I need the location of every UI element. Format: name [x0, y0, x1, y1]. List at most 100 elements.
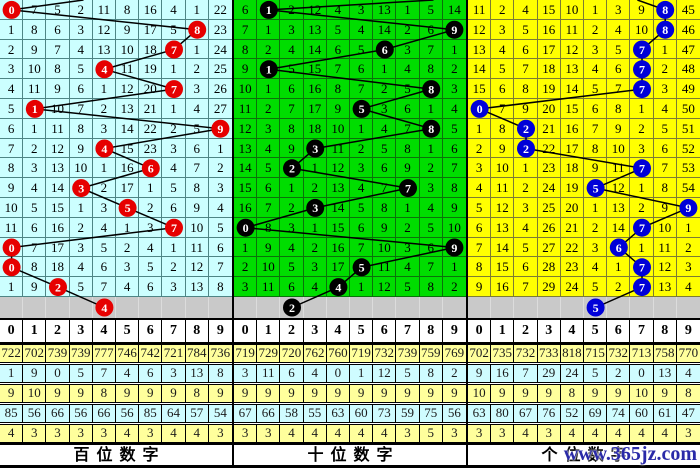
grid-cell: 13: [92, 39, 116, 60]
stat-cell: 9: [420, 385, 443, 402]
stat-cell: 3: [70, 425, 93, 442]
grid-cell: 4: [257, 138, 281, 159]
stat-cell: 67: [514, 405, 538, 422]
grid-cell: 9: [280, 138, 304, 159]
grid-cell: 3: [396, 237, 420, 258]
stat-cell: 4: [584, 425, 608, 442]
grid-cell: 14: [442, 0, 466, 20]
grid-cell: 22: [208, 0, 232, 20]
grid-cell: 3: [442, 79, 466, 99]
grid-cell: 22: [560, 237, 584, 258]
grid-cell: 4: [208, 198, 232, 218]
grid-cell: 4: [92, 59, 116, 80]
stat-cell: 9: [514, 385, 538, 402]
stat-cell: 9: [257, 385, 281, 402]
stat-cell: 746: [116, 345, 140, 362]
grid-cell: 7: [630, 277, 654, 297]
stat-cell: 56: [23, 405, 47, 422]
grid-cell: 6: [468, 217, 492, 238]
grid-cell: 3: [162, 138, 186, 159]
grid-cell: 5: [69, 59, 93, 80]
digit-grid: 11 2 4 15 10 1 3 9 8 45 12 3 5 16 11 2 4 10 8 46 13 4 6 17 12 3 5 7…: [468, 0, 700, 297]
grid-cell: 16: [303, 79, 327, 99]
grid-cell: 2: [23, 138, 47, 159]
grid-cell: 22: [537, 138, 561, 159]
grid-cell: 5: [584, 277, 608, 297]
pending-cell: [373, 297, 397, 318]
grid-cell: 20: [560, 197, 584, 218]
stat-cell: 73: [373, 405, 397, 422]
grid-cell: 14: [491, 237, 515, 258]
grid-cell: 21: [560, 217, 584, 238]
grid-cell: 4: [326, 0, 350, 20]
stat-cell: 8: [186, 385, 209, 402]
grid-cell: 8: [419, 277, 443, 297]
grid-cell: 7: [162, 217, 186, 238]
grid-cell: 8: [185, 178, 209, 198]
grid-cell: 5: [69, 277, 93, 297]
grid-cell: 11: [491, 178, 515, 198]
stat-cell: 9: [468, 365, 492, 382]
digit-header-cell: 4: [93, 320, 116, 342]
grid-cell: 1: [280, 178, 304, 198]
grid-cell: 1: [584, 197, 608, 218]
stat-cell: 4: [0, 425, 24, 442]
stat-cell: 60: [350, 405, 374, 422]
grid-cell: 15: [537, 0, 561, 20]
grid-cell: 19: [560, 178, 584, 198]
grid-cell: 12: [607, 178, 631, 198]
digit-header-cell: 3: [538, 320, 561, 342]
grid-cell: 16: [46, 217, 70, 238]
grid-cell: 0: [0, 257, 24, 278]
grid-cell: 2: [491, 0, 515, 20]
grid-cell: 4: [92, 138, 116, 159]
pending-cell: [70, 297, 93, 318]
grid-cell: 1: [630, 178, 654, 198]
grid-cell: 4: [676, 277, 700, 297]
grid-cell: 11: [326, 138, 350, 159]
grid-cell: 1: [676, 218, 700, 238]
stat-cell: 55: [304, 405, 327, 422]
stat-cell: 85: [139, 405, 163, 422]
grid-cell: 1: [0, 277, 24, 297]
stat-cell: 66: [257, 405, 281, 422]
grid-cell: 26: [537, 217, 561, 238]
grid-cell: 10: [23, 59, 47, 80]
stat-cell: 4: [186, 425, 209, 442]
grid-cell: 8: [69, 118, 93, 139]
stat-cell: 758: [654, 345, 677, 362]
grid-cell: 8: [23, 19, 47, 40]
grid-cell: 11: [607, 158, 631, 179]
grid-cell: 6: [607, 59, 631, 80]
grid-cell: 29: [537, 277, 561, 297]
stat-cell: 12: [373, 365, 397, 382]
stat-cell: 9: [654, 385, 677, 402]
digit-header-cell: 0: [234, 320, 258, 342]
grid-cell: 18: [303, 118, 327, 139]
pending-cell: [116, 297, 140, 318]
grid-cell: 25: [537, 197, 561, 218]
panel-footer-label: 十位数字: [234, 443, 466, 468]
pending-cell: [139, 297, 163, 318]
stat-cell: 3: [491, 425, 515, 442]
grid-cell: 10: [116, 39, 140, 60]
grid-cell: 7: [419, 257, 443, 278]
grid-cell: 13: [653, 277, 677, 297]
grid-cell: 3: [92, 118, 116, 139]
stat-cell: 732: [514, 345, 538, 362]
grid-cell: 14: [560, 79, 584, 99]
stat-cell: 3: [217, 425, 224, 440]
grid-cell: 3: [92, 197, 116, 218]
stat-row: 9 16 7 29 24 5 2 0 13 4: [468, 364, 700, 383]
grid-cell: 3: [653, 79, 677, 99]
grid-cell: 3: [350, 158, 374, 179]
grid-cell: 8: [234, 39, 258, 60]
grid-cell: 54: [676, 178, 700, 198]
grid-cell: 3: [280, 19, 304, 40]
grid-cell: 1: [257, 59, 281, 80]
grid-cell: 3: [303, 197, 327, 218]
grid-cell: 2: [92, 178, 116, 198]
grid-cell: 8: [653, 0, 677, 20]
